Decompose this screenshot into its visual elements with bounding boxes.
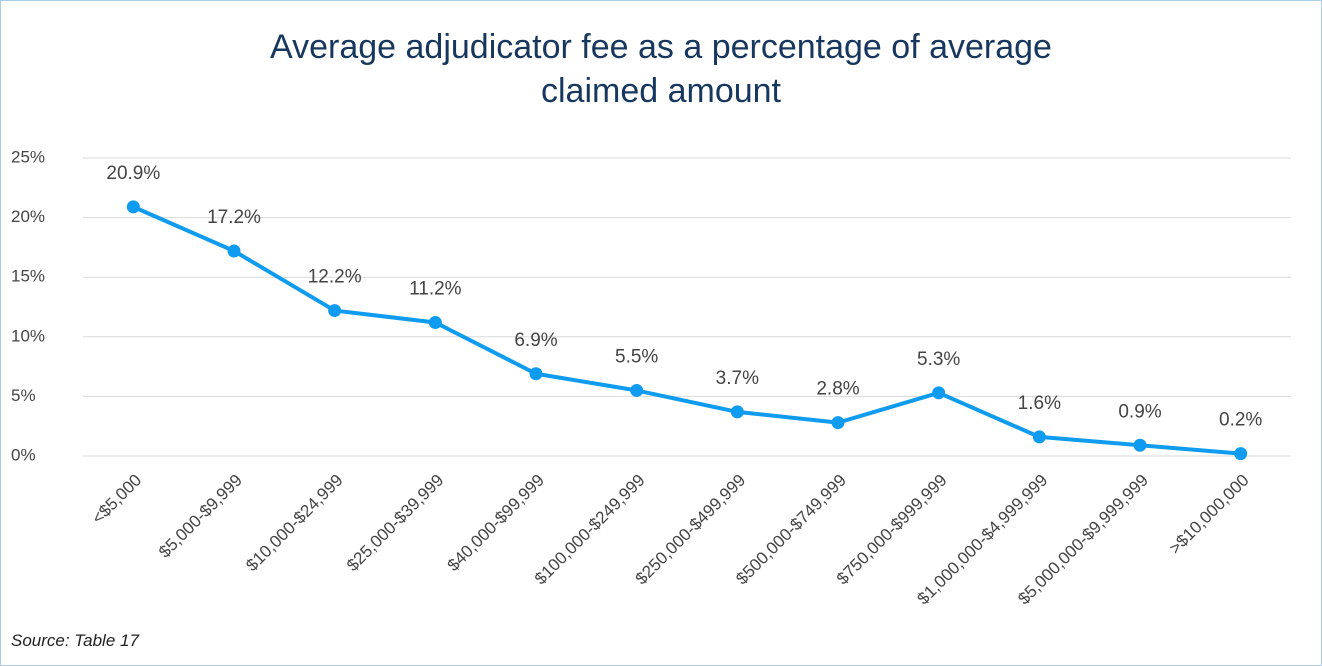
data-point xyxy=(1032,430,1046,444)
x-tick-label: <$5,000 xyxy=(88,471,145,528)
data-point xyxy=(1133,438,1147,452)
data-line xyxy=(132,205,1241,456)
data-label: 6.9% xyxy=(514,330,557,351)
data-label: 3.7% xyxy=(716,368,759,389)
y-tick-label: 25% xyxy=(11,147,45,166)
data-point xyxy=(428,315,442,329)
x-tick-label: >$10,000,000 xyxy=(1165,471,1252,558)
data-label: 5.5% xyxy=(615,346,658,367)
x-tick-label: $40,000-$99,999 xyxy=(444,471,548,575)
data-label: 0.2% xyxy=(1219,410,1262,431)
x-tick-label: $750,000-$999,999 xyxy=(833,471,951,589)
data-label: 0.9% xyxy=(1118,401,1161,422)
data-label: 5.3% xyxy=(917,349,960,370)
data-point xyxy=(1234,447,1248,461)
chart-title: Average adjudicator fee as a percentage … xyxy=(270,28,1052,110)
data-point xyxy=(328,304,342,318)
data-label: 1.6% xyxy=(1018,393,1061,414)
data-point xyxy=(932,386,946,400)
x-tick-label: $5,000-$9,999 xyxy=(155,471,246,562)
source-note: Source: Table 17 xyxy=(11,631,139,650)
x-tick-label: $250,000-$499,999 xyxy=(632,471,750,589)
y-tick-label: 10% xyxy=(11,326,45,345)
x-tick-label: $10,000-$24,999 xyxy=(242,471,346,575)
data-point xyxy=(227,244,241,258)
y-tick-label: 5% xyxy=(11,386,36,405)
y-tick-label: 15% xyxy=(11,267,45,286)
y-tick-label: 20% xyxy=(11,207,45,226)
data-point xyxy=(126,200,140,214)
x-tick-label: $25,000-$39,999 xyxy=(343,471,447,575)
x-tick-label: $500,000-$749,999 xyxy=(732,471,850,589)
data-label: 2.8% xyxy=(816,379,859,400)
data-point xyxy=(831,416,845,430)
data-label: 11.2% xyxy=(409,279,462,300)
data-label: 20.9% xyxy=(106,163,160,184)
x-tick-label: $100,000-$249,999 xyxy=(531,471,649,589)
data-point xyxy=(630,383,644,397)
data-point xyxy=(730,405,744,419)
data-label: 17.2% xyxy=(207,207,261,228)
y-tick-label: 0% xyxy=(11,445,36,464)
data-point xyxy=(529,367,543,381)
data-label: 12.2% xyxy=(308,267,362,288)
